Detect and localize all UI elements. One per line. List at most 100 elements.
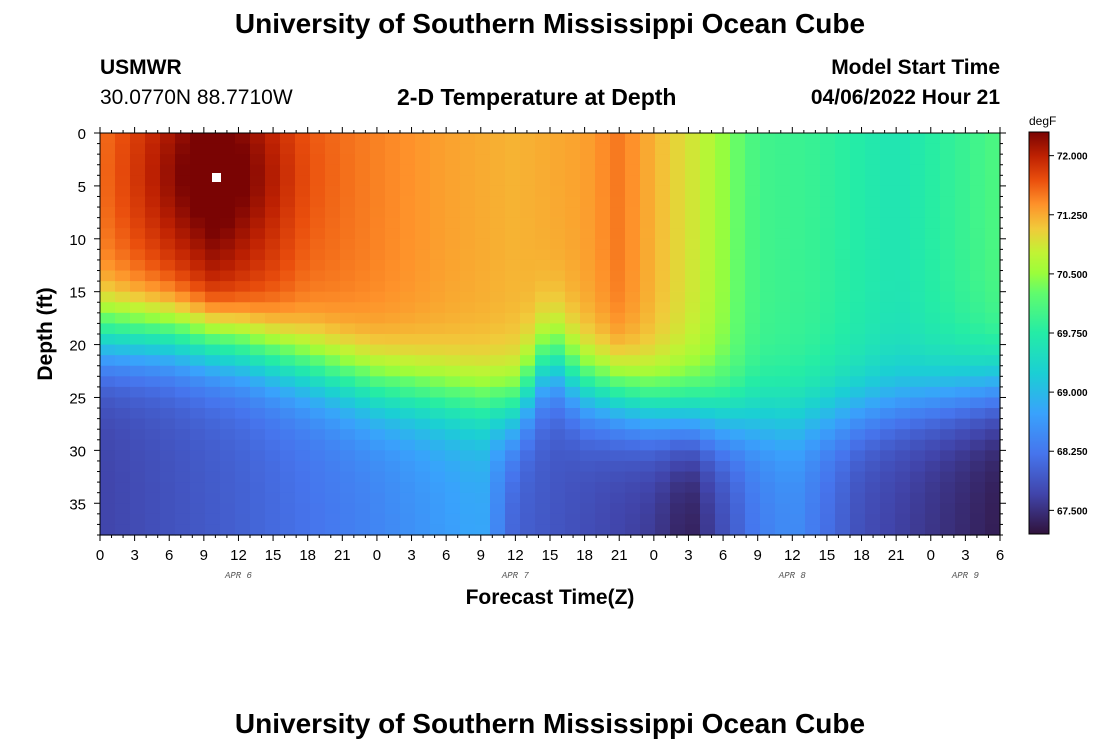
heatmap-cell <box>850 259 866 272</box>
heatmap-cell <box>520 133 536 145</box>
heatmap-cell <box>280 281 296 293</box>
heatmap-cell <box>565 281 581 293</box>
heatmap-cell <box>790 154 806 166</box>
heatmap-cell <box>430 143 446 155</box>
heatmap-cell <box>415 291 431 303</box>
heatmap-cell <box>955 207 971 219</box>
heatmap-cell <box>625 460 641 473</box>
heatmap-cell <box>925 513 941 526</box>
heatmap-cell <box>715 503 731 515</box>
heatmap-cell <box>250 524 266 536</box>
heatmap-cell <box>925 154 941 166</box>
heatmap-cell <box>730 217 746 229</box>
heatmap-cell <box>325 460 341 473</box>
heatmap-cell <box>685 524 701 536</box>
heatmap-cell <box>250 386 266 399</box>
y-axis-label: Depth (ft) <box>34 287 57 380</box>
heatmap-cell <box>295 492 311 504</box>
heatmap-cell <box>160 492 176 504</box>
heatmap-cell <box>730 471 746 483</box>
heatmap-cell <box>760 365 776 377</box>
heatmap-cell <box>505 408 521 420</box>
heatmap-cell <box>355 312 371 325</box>
heatmap-cell <box>520 238 536 250</box>
y-tick-label: 35 <box>69 496 86 513</box>
heatmap-cell <box>790 365 806 377</box>
heatmap-cell <box>145 281 161 293</box>
heatmap-cell <box>625 397 641 409</box>
heatmap-cell <box>430 355 446 367</box>
heatmap-cell <box>640 291 656 303</box>
heatmap-cell <box>655 238 671 250</box>
heatmap-cell <box>415 418 431 430</box>
heatmap-cell <box>115 450 131 462</box>
heatmap-cell <box>895 270 911 282</box>
heatmap-cell <box>370 281 386 293</box>
heatmap-cell <box>250 323 266 335</box>
heatmap-cell <box>985 439 1001 451</box>
heatmap-cell <box>580 259 596 272</box>
heatmap-cell <box>760 312 776 325</box>
heatmap-cell <box>580 302 596 314</box>
heatmap-cell <box>145 228 161 240</box>
heatmap-cell <box>160 513 176 526</box>
heatmap-cell <box>895 291 911 303</box>
heatmap-cell <box>460 524 476 536</box>
heatmap-cell <box>115 460 131 473</box>
heatmap-cell <box>595 386 611 399</box>
heatmap-cell <box>985 344 1001 356</box>
heatmap-cell <box>145 291 161 303</box>
heatmap-cell <box>910 185 926 198</box>
heatmap-cell <box>895 503 911 515</box>
heatmap-cell <box>880 312 896 325</box>
heatmap-cell <box>490 228 506 240</box>
heatmap-cell <box>625 376 641 388</box>
heatmap-cell <box>250 334 266 346</box>
heatmap-cell <box>190 133 206 145</box>
heatmap-cell <box>745 355 761 367</box>
heatmap-cell <box>610 259 626 272</box>
heatmap-cell <box>415 133 431 145</box>
heatmap-cell <box>925 281 941 293</box>
heatmap-cell <box>340 270 356 282</box>
heatmap-cell <box>355 471 371 483</box>
heatmap-cell <box>880 291 896 303</box>
heatmap-cell <box>265 418 281 430</box>
x-tick-label: 18 <box>299 547 316 564</box>
heatmap-cell <box>175 164 191 176</box>
heatmap-cell <box>520 154 536 166</box>
heatmap-cell <box>535 185 551 198</box>
heatmap-cell <box>970 323 986 335</box>
heatmap-cell <box>625 312 641 325</box>
heatmap-cell <box>970 513 986 526</box>
heatmap-cell <box>460 513 476 526</box>
heatmap-cell <box>445 249 461 261</box>
heatmap-cell <box>475 482 491 494</box>
heatmap-cell <box>235 376 251 388</box>
heatmap-cell <box>730 355 746 367</box>
heatmap-cell <box>340 429 356 441</box>
heatmap-cell <box>580 270 596 282</box>
heatmap-cell <box>160 334 176 346</box>
heatmap-cell <box>355 492 371 504</box>
heatmap-cell <box>565 175 581 187</box>
heatmap-cell <box>445 408 461 420</box>
heatmap-cell <box>625 482 641 494</box>
heatmap-cell <box>190 513 206 526</box>
heatmap-cell <box>355 397 371 409</box>
heatmap-cell <box>460 376 476 388</box>
heatmap-cell <box>835 471 851 483</box>
heatmap-cell <box>505 524 521 536</box>
heatmap-cell <box>715 281 731 293</box>
heatmap-cell <box>505 386 521 399</box>
heatmap-cell <box>865 408 881 420</box>
heatmap-cell <box>400 524 416 536</box>
heatmap-cell <box>895 133 911 145</box>
heatmap-cell <box>880 196 896 208</box>
heatmap-cell <box>445 143 461 155</box>
heatmap-cell <box>715 164 731 176</box>
heatmap-cell <box>985 471 1001 483</box>
heatmap-cell <box>145 365 161 377</box>
heatmap-cell <box>415 482 431 494</box>
heatmap-cell <box>925 196 941 208</box>
